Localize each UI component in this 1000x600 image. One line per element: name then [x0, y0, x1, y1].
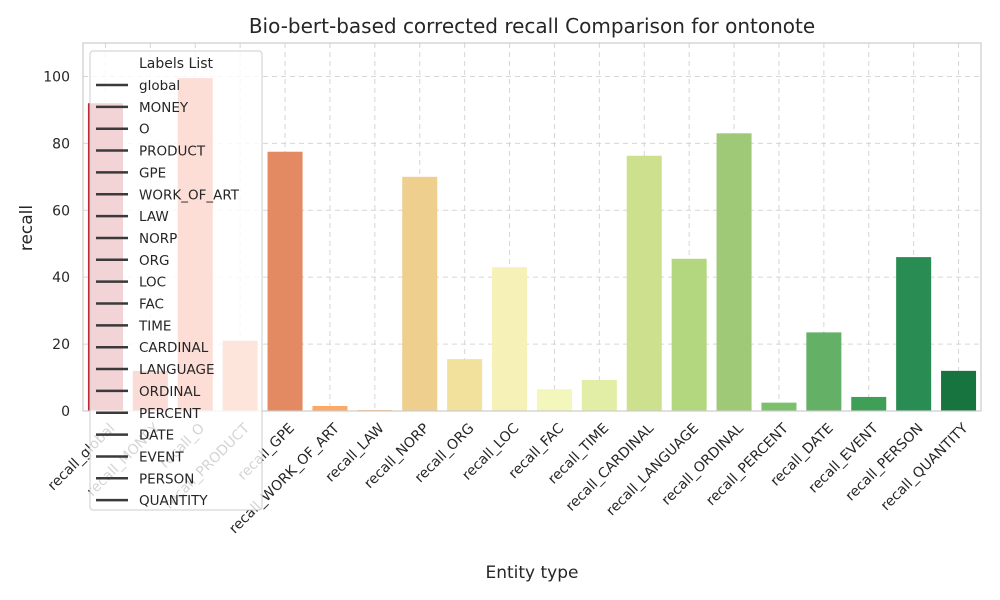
legend-label: QUANTITY [139, 493, 208, 509]
bar-recall_WORK_OF_ART [312, 405, 348, 411]
y-tick-label: 80 [52, 136, 70, 152]
legend-label: PERCENT [139, 406, 201, 422]
bar-recall_PERSON [896, 257, 932, 411]
y-tick-label: 100 [43, 69, 70, 85]
y-tick-label: 40 [52, 270, 70, 286]
legend-label: DATE [139, 428, 174, 444]
legend-label: PERSON [139, 471, 194, 487]
legend-label: LANGUAGE [139, 362, 215, 378]
legend-label: O [139, 122, 150, 138]
bar-recall_ORDINAL [716, 133, 752, 411]
bar-recall_GPE [267, 151, 303, 411]
legend-label: PRODUCT [139, 144, 206, 160]
legend-label: NORP [139, 231, 177, 247]
legend-item: GPE [96, 165, 166, 181]
chart-title: Bio-bert-based corrected recall Comparis… [249, 14, 815, 38]
y-tick-label: 60 [52, 203, 70, 219]
legend-item: MONEY [96, 100, 189, 116]
legend-item: WORK_OF_ART [96, 187, 240, 203]
legend-label: WORK_OF_ART [139, 187, 240, 203]
legend-label: EVENT [139, 449, 184, 465]
bar-recall_FAC [536, 389, 572, 411]
legend-label: LAW [139, 209, 169, 225]
legend-item: LAW [96, 209, 169, 225]
legend-label: LOC [139, 275, 166, 291]
legend-label: CARDINAL [139, 340, 209, 356]
legend-label: TIME [138, 318, 171, 334]
legend-label: ORDINAL [139, 384, 201, 400]
legend-box [89, 50, 263, 511]
legend-item: EVENT [96, 449, 184, 465]
legend: Labels List global MONEY O PRODUCT GPE WORK_O… [89, 50, 263, 511]
y-tick-label: 20 [52, 337, 70, 353]
legend-item: LANGUAGE [96, 362, 215, 378]
bar-recall_ORG [447, 359, 483, 411]
bar-recall_QUANTITY [941, 370, 977, 411]
legend-item: CARDINAL [96, 340, 209, 356]
y-tick-label: 0 [61, 404, 70, 420]
legend-label: FAC [139, 297, 164, 313]
legend-item: QUANTITY [96, 493, 208, 509]
legend-item: global [96, 78, 180, 94]
legend-item: ORDINAL [96, 384, 201, 400]
legend-item: TIME [96, 318, 171, 334]
legend-item: PERCENT [96, 406, 201, 422]
bar-recall_TIME [581, 379, 617, 411]
legend-item: DATE [96, 428, 174, 444]
bar-recall_PERCENT [761, 402, 797, 411]
legend-item: ORG [96, 253, 169, 269]
bar-recall_DATE [806, 332, 842, 411]
legend-items: global MONEY O PRODUCT GPE WORK_OF_ART LAW NORP… [96, 78, 240, 509]
legend-item: PRODUCT [96, 144, 206, 160]
bar-recall_LOC [492, 267, 528, 411]
legend-item: PERSON [96, 471, 194, 487]
bar-recall_EVENT [851, 396, 887, 411]
bar-recall_LANGUAGE [671, 258, 707, 411]
plot-frame [82, 42, 982, 412]
y-axis-ticks: 0 20 40 60 80 100 [43, 69, 70, 420]
bar-recall_CARDINAL [626, 155, 662, 411]
x-axis-label: Entity type [485, 563, 578, 583]
legend-label: global [139, 78, 180, 94]
legend-item: O [96, 122, 150, 138]
legend-title: Labels List [139, 56, 213, 72]
legend-label: MONEY [139, 100, 189, 116]
bar-recall_NORP [402, 176, 438, 411]
legend-label: GPE [139, 165, 166, 181]
y-axis-label: recall [17, 205, 37, 251]
legend-label: ORG [139, 253, 169, 269]
legend-item: FAC [96, 297, 164, 313]
legend-item: NORP [96, 231, 177, 247]
legend-item: LOC [96, 275, 166, 291]
